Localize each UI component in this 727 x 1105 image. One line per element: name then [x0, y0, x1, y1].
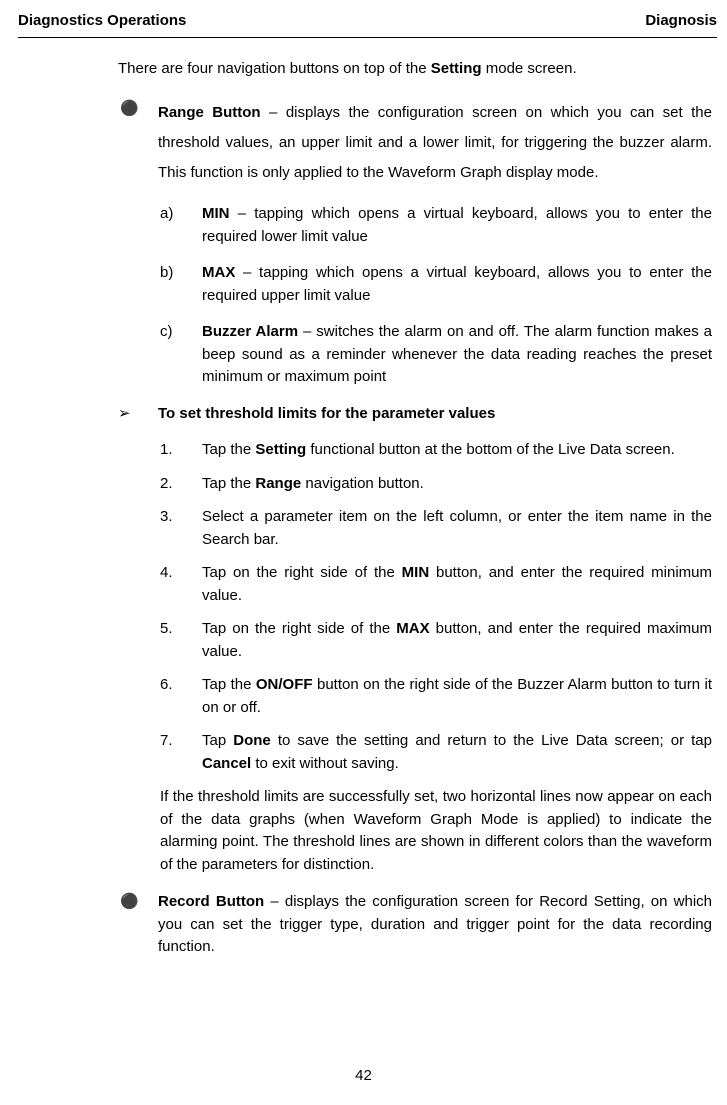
intro-bold: Setting [431, 60, 482, 77]
sub-b-marker: b) [160, 262, 202, 307]
sub-b-content: MAX – tapping which opens a virtual keyb… [202, 262, 712, 307]
step-1-c: functional button at the bottom of the L… [306, 441, 675, 458]
step-6-a: Tap the [202, 676, 256, 693]
sub-b-text: – tapping which opens a virtual keyboard… [202, 264, 712, 304]
sub-c-marker: c) [160, 321, 202, 389]
step-7-b: Done [233, 732, 271, 749]
step-1-content: Tap the Setting functional button at the… [202, 439, 712, 462]
sub-a-bold: MIN [202, 205, 230, 222]
step-2: 2. Tap the Range navigation button. [118, 473, 712, 496]
step-2-content: Tap the Range navigation button. [202, 473, 712, 496]
step-3-num: 3. [160, 506, 202, 551]
step-5: 5. Tap on the right side of the MAX butt… [118, 618, 712, 663]
sub-a-content: MIN – tapping which opens a virtual keyb… [202, 203, 712, 248]
range-title: Range Button [158, 104, 261, 121]
sub-a-text: – tapping which opens a virtual keyboard… [202, 205, 712, 245]
step-2-b: Range [255, 475, 301, 492]
sub-c-content: Buzzer Alarm – switches the alarm on and… [202, 321, 712, 389]
sub-c: c) Buzzer Alarm – switches the alarm on … [118, 321, 712, 389]
step-4-b: MIN [402, 564, 430, 581]
arrow-heading: ➢ To set threshold limits for the parame… [118, 403, 712, 426]
step-1-num: 1. [160, 439, 202, 462]
step-3-content: Select a parameter item on the left colu… [202, 506, 712, 551]
step-7-a: Tap [202, 732, 233, 749]
intro-pre: There are four navigation buttons on top… [118, 60, 431, 77]
step-5-content: Tap on the right side of the MAX button,… [202, 618, 712, 663]
step-7-content: Tap Done to save the setting and return … [202, 730, 712, 775]
step-3: 3. Select a parameter item on the left c… [118, 506, 712, 551]
step-1-a: Tap the [202, 441, 255, 458]
step-2-c: navigation button. [301, 475, 424, 492]
intro-post: mode screen. [482, 60, 577, 77]
sub-b-bold: MAX [202, 264, 235, 281]
record-content: Record Button – displays the configurati… [158, 891, 712, 959]
arrow-icon: ➢ [118, 403, 158, 426]
page-header: Diagnostics Operations Diagnosis [18, 10, 717, 38]
step-6-b: ON/OFF [256, 676, 313, 693]
range-bullet: ⚫ Range Button – displays the configurat… [118, 98, 712, 188]
sub-a: a) MIN – tapping which opens a virtual k… [118, 203, 712, 248]
step-4-a: Tap on the right side of the [202, 564, 402, 581]
step-4: 4. Tap on the right side of the MIN butt… [118, 562, 712, 607]
step-4-num: 4. [160, 562, 202, 607]
record-bullet: ⚫ Record Button – displays the configura… [118, 891, 712, 959]
step-1-b: Setting [255, 441, 306, 458]
step-6-content: Tap the ON/OFF button on the right side … [202, 674, 712, 719]
header-left: Diagnostics Operations [18, 10, 186, 33]
step-7-e: to exit without saving. [251, 755, 399, 772]
step-1: 1. Tap the Setting functional button at … [118, 439, 712, 462]
after-paragraph: If the threshold limits are successfully… [118, 786, 712, 876]
step-7-d: Cancel [202, 755, 251, 772]
intro-paragraph: There are four navigation buttons on top… [118, 58, 712, 81]
step-6: 6. Tap the ON/OFF button on the right si… [118, 674, 712, 719]
step-5-b: MAX [396, 620, 429, 637]
step-7-num: 7. [160, 730, 202, 775]
page-number: 42 [0, 1065, 727, 1088]
header-right: Diagnosis [645, 10, 717, 33]
page-content: There are four navigation buttons on top… [18, 58, 717, 959]
step-2-a: Tap the [202, 475, 255, 492]
step-7-c: to save the setting and return to the Li… [271, 732, 712, 749]
sub-c-bold: Buzzer Alarm [202, 323, 298, 340]
sub-b: b) MAX – tapping which opens a virtual k… [118, 262, 712, 307]
step-2-num: 2. [160, 473, 202, 496]
step-5-a: Tap on the right side of the [202, 620, 396, 637]
step-6-num: 6. [160, 674, 202, 719]
step-7: 7. Tap Done to save the setting and retu… [118, 730, 712, 775]
step-4-content: Tap on the right side of the MIN button,… [202, 562, 712, 607]
bullet-icon: ⚫ [118, 891, 158, 959]
sub-a-marker: a) [160, 203, 202, 248]
record-title: Record Button [158, 893, 264, 910]
bullet-icon: ⚫ [118, 98, 158, 188]
range-content: Range Button – displays the configuratio… [158, 98, 712, 188]
arrow-title: To set threshold limits for the paramete… [158, 403, 712, 426]
step-5-num: 5. [160, 618, 202, 663]
